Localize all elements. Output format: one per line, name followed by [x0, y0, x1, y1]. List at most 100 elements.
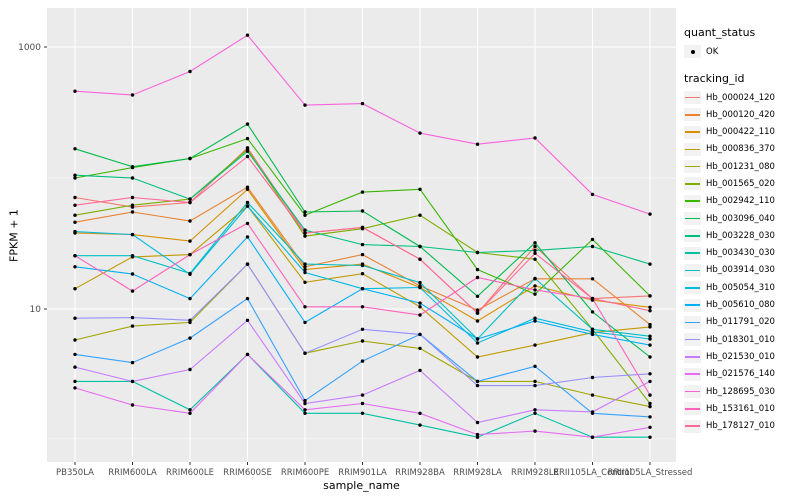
data-point	[188, 239, 192, 243]
legend-key-line-icon	[684, 212, 701, 226]
data-point	[360, 305, 365, 309]
data-point	[188, 272, 192, 276]
data-point	[245, 262, 250, 266]
data-point	[130, 360, 135, 365]
legend-entry: Hb_001231_080	[684, 160, 798, 174]
data-point	[590, 330, 595, 334]
data-point	[533, 316, 537, 320]
data-point	[303, 401, 307, 406]
data-point	[648, 262, 652, 266]
data-point	[648, 435, 652, 439]
data-point	[73, 386, 77, 390]
line-swatch-icon	[685, 131, 700, 133]
legend-key-line-icon	[684, 333, 701, 347]
legend: quant_status OK tracking_id Hb_000024_12…	[684, 26, 798, 437]
data-point	[303, 305, 307, 309]
data-point	[73, 287, 77, 291]
plot-panel	[47, 8, 676, 462]
data-point	[533, 248, 537, 253]
legend-label: Hb_000120_420	[706, 109, 775, 120]
data-point	[360, 190, 365, 194]
line-swatch-icon	[685, 235, 700, 237]
data-point	[418, 213, 422, 217]
legend-key-line-icon	[684, 125, 701, 139]
data-point	[73, 220, 77, 224]
line-swatch-icon	[685, 113, 700, 116]
data-point	[418, 301, 422, 305]
data-point	[648, 337, 652, 341]
legend-label: Hb_021530_010	[706, 351, 775, 362]
data-point	[130, 272, 135, 276]
data-point	[475, 308, 480, 312]
data-point	[590, 332, 595, 337]
legend-key-line-icon	[684, 108, 701, 122]
data-point	[303, 398, 307, 403]
data-point	[360, 272, 365, 276]
data-point	[475, 341, 480, 345]
data-point	[303, 234, 307, 238]
data-point	[360, 327, 365, 331]
data-point	[245, 318, 250, 322]
data-point	[245, 149, 250, 153]
legend-entry: Hb_005054_310	[684, 281, 798, 295]
data-point	[188, 408, 192, 412]
data-point	[360, 242, 365, 247]
data-point	[590, 237, 595, 242]
data-point	[360, 359, 365, 363]
legend-label: Hb_021576_140	[706, 369, 775, 380]
data-point	[648, 334, 652, 338]
data-point	[73, 147, 77, 151]
data-point	[533, 251, 537, 255]
data-point	[648, 401, 652, 406]
data-point	[533, 411, 537, 415]
data-point	[590, 435, 595, 439]
data-point	[360, 209, 365, 213]
data-point	[533, 288, 537, 292]
legend-key-line-icon	[684, 298, 701, 312]
legend-label: Hb_003914_030	[706, 265, 775, 276]
data-point	[533, 136, 537, 140]
legend-entry: Hb_001565_020	[684, 177, 798, 191]
legend-key-line-icon	[684, 229, 701, 243]
data-point	[533, 257, 537, 261]
x-tick-label: RRIM901LA	[338, 468, 387, 478]
data-point	[245, 136, 250, 141]
data-point	[73, 89, 77, 93]
data-point	[188, 69, 192, 74]
data-point	[648, 404, 652, 409]
x-tick-label: RRIM600LE	[166, 468, 214, 478]
legend-entry: Hb_021576_140	[684, 367, 798, 381]
data-point	[245, 154, 250, 159]
data-point	[245, 296, 250, 301]
data-point	[418, 280, 422, 285]
data-point	[418, 423, 422, 427]
data-point	[648, 372, 652, 376]
data-point	[590, 393, 595, 397]
data-point	[418, 244, 422, 249]
line-swatch-icon	[685, 321, 700, 324]
data-point	[130, 254, 135, 258]
legend-tracking-id-title: tracking_id	[684, 72, 745, 85]
data-point	[475, 267, 480, 272]
data-point	[73, 176, 77, 180]
data-point	[73, 338, 77, 342]
data-point	[73, 203, 77, 207]
data-point	[303, 231, 307, 235]
legend-label: Hb_005610_080	[706, 300, 775, 311]
data-point	[360, 411, 365, 415]
legend-entry: Hb_018301_010	[684, 333, 798, 347]
data-point	[418, 285, 422, 290]
line-swatch-icon	[685, 304, 700, 306]
legend-entry: Hb_153161_010	[684, 402, 798, 416]
data-point	[360, 287, 365, 291]
line-swatch-icon	[685, 200, 700, 203]
data-point	[360, 225, 365, 230]
data-point	[533, 284, 537, 288]
legend-key-ok	[684, 45, 701, 58]
data-point	[590, 375, 595, 380]
line-swatch-icon	[685, 252, 700, 254]
legend-key-line-icon	[684, 177, 701, 191]
data-point	[475, 275, 480, 280]
line-swatch-icon	[685, 408, 700, 410]
